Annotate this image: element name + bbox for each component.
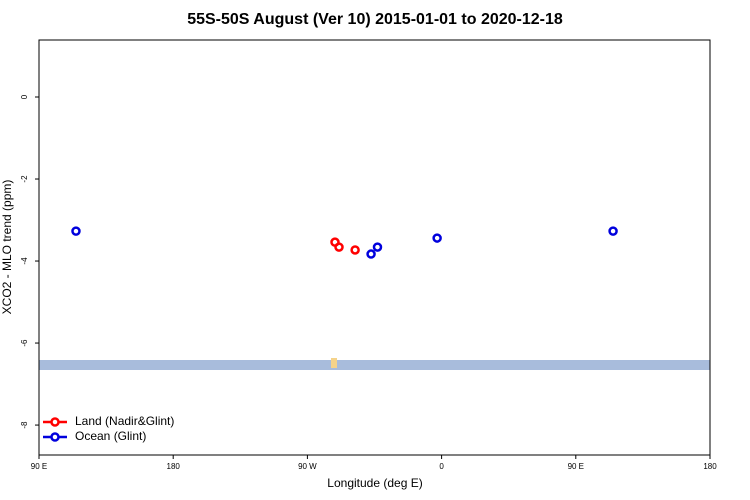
x-tick-label: 90 E xyxy=(568,462,584,471)
legend-label: Land (Nadir&Glint) xyxy=(75,414,174,428)
chart-title: 55S-50S August (Ver 10) 2015-01-01 to 20… xyxy=(187,11,563,28)
plot-frame xyxy=(38,39,711,456)
x-tick-label: 180 xyxy=(167,462,181,471)
y-axis-label: XCO2 - MLO trend (ppm) xyxy=(0,180,14,315)
x-axis-label: Longitude (deg E) xyxy=(327,476,422,490)
y-tick-label: -6 xyxy=(20,339,29,347)
point xyxy=(71,226,81,236)
y-tick-label: -4 xyxy=(20,257,29,265)
land-ocean-strip xyxy=(39,360,710,370)
point xyxy=(334,242,344,252)
point xyxy=(432,233,442,243)
x-tick-label: 180 xyxy=(703,462,717,471)
x-tick-label: 90 E xyxy=(31,462,47,471)
legend-label: Ocean (Glint) xyxy=(75,429,146,443)
point xyxy=(366,249,376,259)
point xyxy=(608,226,618,236)
y-tick-label: -8 xyxy=(20,421,29,429)
x-tick-label: 0 xyxy=(439,462,444,471)
legend-marker xyxy=(50,417,60,427)
y-tick-label: 0 xyxy=(20,94,29,99)
x-tick-label: 90 W xyxy=(298,462,317,471)
point xyxy=(372,242,383,252)
y-tick-label: -2 xyxy=(20,175,29,183)
legend-marker xyxy=(50,432,60,442)
point xyxy=(350,245,360,255)
land-patch xyxy=(331,358,337,368)
